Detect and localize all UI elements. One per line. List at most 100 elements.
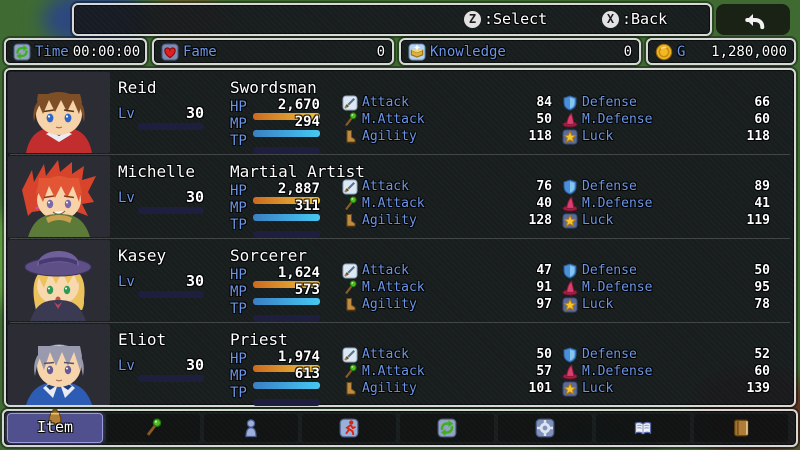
stat-value: 52 — [754, 347, 770, 362]
character-row[interactable]: Kasey Sorcerer Lv 30 HP 1,624 MP 573 TP … — [6, 238, 794, 322]
heart-icon — [161, 43, 179, 61]
character-row[interactable]: Reid Swordsman Lv 30 HP 2,670 MP 294 TP … — [6, 70, 794, 154]
mp-label: MP — [230, 284, 247, 300]
toolbar-skill-button[interactable] — [106, 414, 200, 442]
stat-label: Attack — [362, 263, 409, 278]
tp-gauge — [253, 231, 320, 238]
hp-value: 1,624 — [277, 265, 320, 281]
mp-label: MP — [230, 368, 247, 384]
toolbar-save-button[interactable] — [694, 414, 788, 442]
stat-value: 50 — [536, 112, 552, 127]
staff-icon — [342, 112, 358, 128]
stat-line-m_attack: M.Attack 57 — [342, 363, 552, 380]
stat-value: 47 — [536, 263, 552, 278]
stat-value: 139 — [746, 381, 770, 396]
mp-label: MP — [230, 116, 247, 132]
boot-icon — [342, 381, 358, 397]
stat-value: 89 — [754, 179, 770, 194]
stat-label: Defense — [582, 95, 637, 110]
hp-gauge — [253, 197, 320, 204]
stat-value: 101 — [528, 381, 552, 396]
stat-line-m_attack: M.Attack 50 — [342, 111, 552, 128]
return-button[interactable] — [716, 4, 790, 35]
stat-value: 118 — [528, 129, 552, 144]
mp-value: 311 — [294, 198, 320, 214]
stat-line-agility: Agility 101 — [342, 380, 552, 397]
character-name: Reid — [118, 78, 157, 97]
hp-label: HP — [230, 267, 247, 283]
stat-value: 119 — [746, 213, 770, 228]
mp-gauge — [253, 214, 320, 221]
level-gauge — [138, 207, 204, 214]
boot-icon — [342, 213, 358, 229]
character-name: Kasey — [118, 246, 167, 265]
stat-line-attack: Attack 76 — [342, 178, 552, 195]
stat-label: Luck — [582, 381, 614, 396]
stat-label: M.Attack — [362, 280, 425, 295]
stat-label: Agility — [362, 129, 417, 144]
character-name: Eliot — [118, 330, 167, 349]
hat-icon — [562, 196, 578, 212]
cycle-arrows-icon — [13, 43, 31, 61]
character-row[interactable]: Eliot Priest Lv 30 HP 1,974 MP 613 TP At… — [6, 322, 794, 406]
party-status-window: Reid Swordsman Lv 30 HP 2,670 MP 294 TP … — [4, 68, 796, 407]
boot-icon — [342, 129, 358, 145]
stat-label: M.Defense — [582, 112, 653, 127]
toolbar-status-button[interactable] — [302, 414, 396, 442]
level-label: Lv — [118, 190, 135, 206]
star-icon — [562, 297, 578, 313]
stat-value: 76 — [536, 179, 552, 194]
hp-label: HP — [230, 183, 247, 199]
tp-gauge — [253, 315, 320, 322]
hp-gauge — [253, 365, 320, 372]
stat-line-attack: Attack 50 — [342, 346, 552, 363]
stat-line-defense: Defense 52 — [562, 346, 770, 363]
stat-line-luck: Luck 119 — [562, 212, 770, 229]
mp-value: 613 — [294, 366, 320, 382]
hp-value: 2,670 — [277, 97, 320, 113]
stat-line-agility: Agility 128 — [342, 212, 552, 229]
stat-line-defense: Defense 50 — [562, 262, 770, 279]
stat-label: M.Defense — [582, 280, 653, 295]
character-class: Martial Artist — [230, 162, 365, 181]
stat-line-luck: Luck 139 — [562, 380, 770, 397]
stat-value: 128 — [528, 213, 552, 228]
stat-label: Attack — [362, 179, 409, 194]
hp-value: 1,974 — [277, 349, 320, 365]
toolbar-library-button[interactable] — [596, 414, 690, 442]
toolbar-equip-button[interactable] — [204, 414, 298, 442]
stat-value: 41 — [754, 196, 770, 211]
stat-line-luck: Luck 78 — [562, 296, 770, 313]
mp-label: MP — [230, 200, 247, 216]
command-toolbar-window: Item — [2, 409, 798, 447]
character-portrait — [8, 72, 110, 153]
fame-window: Fame 0 — [152, 38, 394, 65]
shield-icon — [562, 347, 578, 363]
select-hint: Z :Select — [464, 10, 547, 28]
hp-label: HP — [230, 99, 247, 115]
toolbar-item-button[interactable]: Item — [8, 414, 102, 442]
stat-line-m_defense: M.Defense 41 — [562, 195, 770, 212]
character-name: Michelle — [118, 162, 196, 181]
level-gauge — [138, 291, 204, 298]
character-class: Sorcerer — [230, 246, 308, 265]
boot-icon — [342, 297, 358, 313]
hat-icon — [562, 112, 578, 128]
stat-line-attack: Attack 47 — [342, 262, 552, 279]
help-window: Z :Select X :Back — [72, 3, 712, 36]
hat-icon — [562, 280, 578, 296]
level-value: 30 — [185, 356, 204, 374]
stat-label: Agility — [362, 213, 417, 228]
stat-value: 60 — [754, 112, 770, 127]
stat-label: Luck — [582, 213, 614, 228]
knowledge-window: Knowledge 0 — [399, 38, 641, 65]
toolbar-formation-button[interactable] — [400, 414, 494, 442]
stat-line-defense: Defense 89 — [562, 178, 770, 195]
stat-label: Luck — [582, 129, 614, 144]
character-row[interactable]: Michelle Martial Artist Lv 30 HP 2,887 M… — [6, 154, 794, 238]
toolbar-options-button[interactable] — [498, 414, 592, 442]
hat-icon — [562, 364, 578, 380]
sword-icon — [342, 95, 358, 111]
shield-icon — [562, 263, 578, 279]
